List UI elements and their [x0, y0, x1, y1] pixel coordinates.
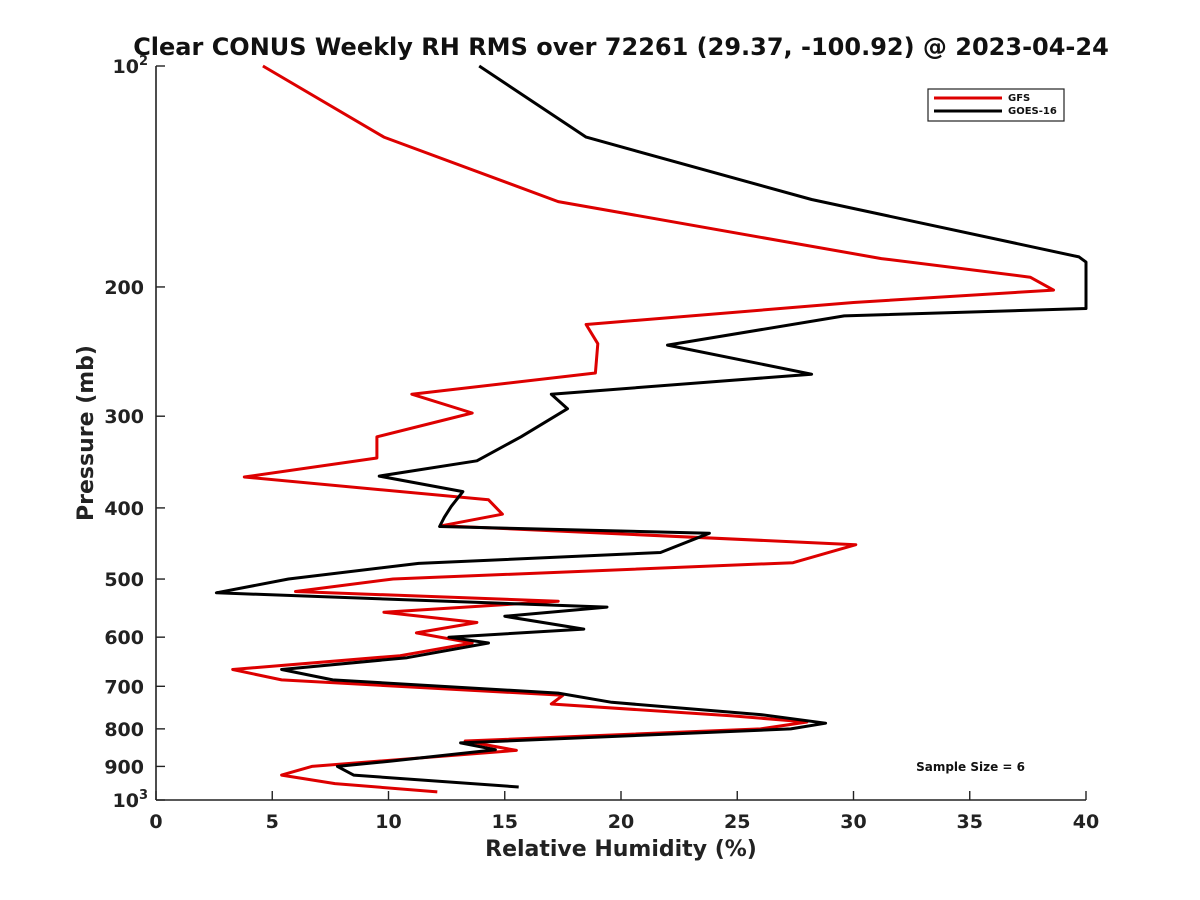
x-tick-label: 30	[840, 811, 866, 833]
legend-label-goes-16: GOES-16	[1008, 106, 1057, 117]
y-tick-label: 500	[104, 569, 144, 591]
y-tick-label-exponent: 2	[139, 54, 148, 69]
x-tick-label: 25	[724, 811, 750, 833]
y-tick-label-exponent: 3	[139, 788, 148, 803]
legend-label-gfs: GFS	[1008, 93, 1030, 104]
x-tick-label: 40	[1073, 811, 1099, 833]
y-tick-label: 102	[113, 54, 149, 78]
x-axis-ticks: 0 5 10 15 20 25 30 35 40	[149, 791, 1099, 833]
legend: GFS GOES-16	[927, 88, 1065, 122]
y-tick-label: 900	[104, 756, 144, 778]
y-tick-label: 400	[104, 498, 144, 520]
x-axis-label: Relative Humidity (%)	[485, 837, 757, 862]
y-tick-label-base: 10	[113, 56, 139, 78]
chart-title: Clear CONUS Weekly RH RMS over 72261 (29…	[133, 33, 1109, 61]
x-tick-label: 35	[957, 811, 983, 833]
x-tick-label: 0	[149, 811, 162, 833]
y-tick-label: 600	[104, 627, 144, 649]
sample-size-annotation: Sample Size = 6	[916, 760, 1025, 774]
x-tick-label: 20	[608, 811, 634, 833]
series-line-gfs	[231, 64, 1055, 794]
y-tick-label: 800	[104, 719, 144, 741]
y-axis-label: Pressure (mb)	[74, 345, 99, 521]
x-tick-label: 5	[266, 811, 279, 833]
y-tick-label-base: 10	[113, 790, 139, 812]
x-tick-label: 10	[375, 811, 401, 833]
y-tick-label: 200	[104, 277, 144, 299]
y-tick-label: 700	[104, 676, 144, 698]
y-tick-label: 300	[104, 406, 144, 428]
x-tick-label: 15	[492, 811, 518, 833]
series-line-goes-16	[214, 64, 1088, 789]
data-series	[214, 64, 1088, 794]
y-tick-label: 103	[113, 788, 149, 812]
legend-box	[927, 88, 1065, 122]
